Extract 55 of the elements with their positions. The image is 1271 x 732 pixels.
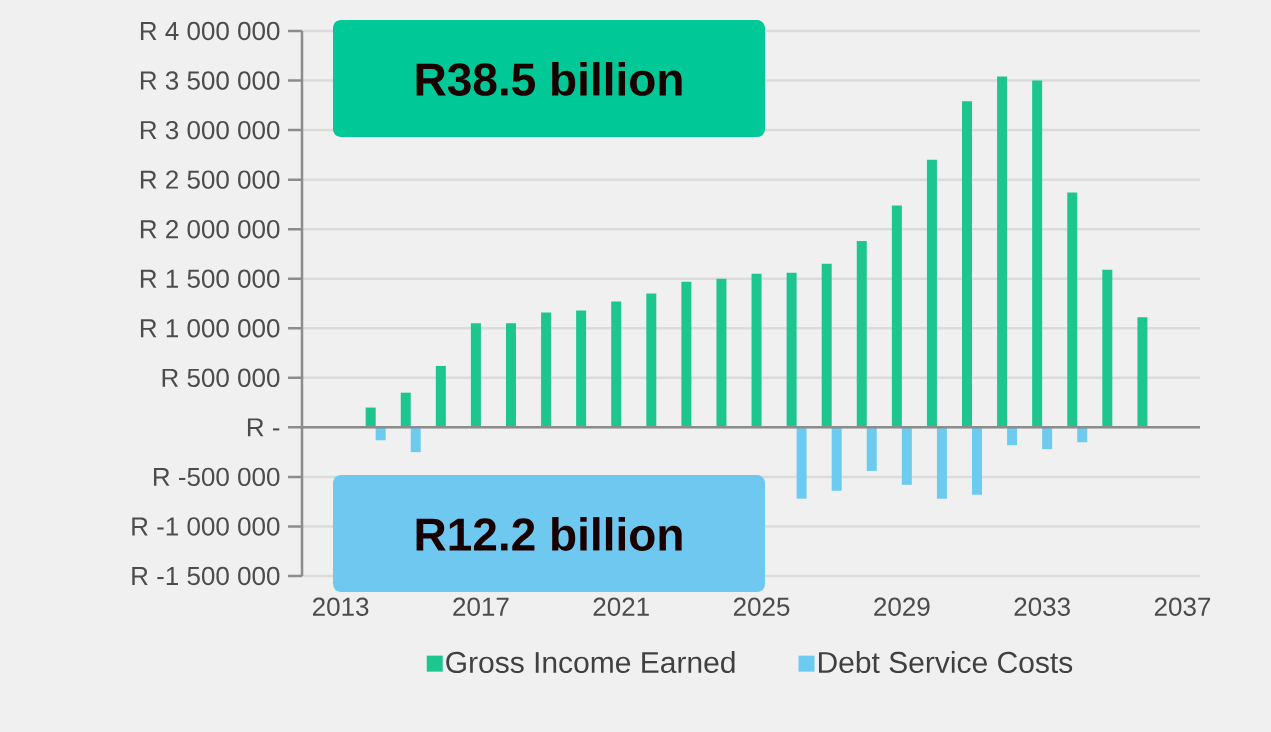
bar (856, 241, 867, 428)
bar (1032, 80, 1043, 428)
y-tick-label: R 3 500 000 (140, 71, 280, 90)
bar (796, 427, 807, 499)
bar (1067, 192, 1078, 428)
bar (576, 310, 587, 428)
bar (470, 323, 481, 428)
bar (1042, 427, 1053, 450)
bar (505, 323, 516, 428)
x-tick-label: 2017 (453, 597, 509, 616)
bar (1007, 427, 1018, 446)
y-tick-label: R 2 500 000 (140, 170, 280, 189)
x-tick-label: 2021 (593, 597, 649, 616)
bar (365, 407, 376, 428)
x-tick-label: 2037 (1154, 597, 1211, 616)
bar (1102, 269, 1113, 428)
bar (716, 278, 727, 428)
bar (786, 272, 797, 428)
bar (901, 427, 912, 485)
bar (972, 427, 982, 495)
annotation: R12.2 billion (416, 517, 682, 551)
y-tick-label: R -500 000 (153, 467, 280, 487)
bar (681, 281, 692, 428)
y-tick-label: R - (247, 418, 280, 437)
y-tick-label: R 1 000 000 (140, 319, 280, 338)
y-tick-label: R 2 000 000 (140, 219, 280, 239)
y-tick-label: R 3 000 000 (140, 120, 280, 140)
bar (435, 365, 446, 428)
bar (611, 301, 622, 428)
legend-label: Gross Income Earned (446, 651, 735, 674)
bar (936, 427, 947, 499)
y-tick-label: R 1 500 000 (140, 269, 280, 288)
bar (1137, 317, 1148, 428)
bar (997, 76, 1008, 428)
y-tick-label: R -1 500 000 (132, 566, 280, 586)
bar (541, 312, 552, 428)
bar (891, 205, 902, 428)
x-tick-label: 2025 (733, 597, 790, 616)
bar (751, 273, 762, 428)
bar (400, 392, 411, 428)
x-tick-label: 2013 (312, 597, 369, 616)
bar (646, 293, 657, 428)
legend-label: Debt Service Costs (818, 651, 1073, 674)
x-tick-label: 2029 (874, 597, 930, 616)
bar (831, 427, 842, 491)
annotation: R38.5 billion (416, 62, 682, 96)
y-tick-label: R -1 000 000 (132, 517, 280, 536)
y-tick-label: R 4 000 000 (140, 21, 280, 41)
bar (866, 427, 877, 471)
bar (962, 101, 972, 428)
bar (821, 263, 832, 428)
x-tick-label: 2033 (1014, 597, 1070, 616)
y-tick-label: R 500 000 (162, 368, 280, 388)
bar (926, 159, 937, 428)
bar (410, 427, 421, 453)
